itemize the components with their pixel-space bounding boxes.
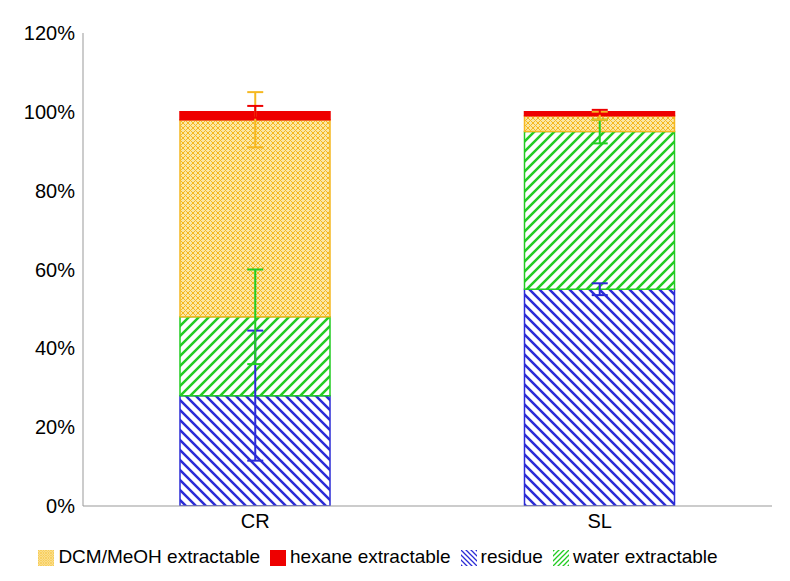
html-text:hexane extractable: hexane extractable — [290, 546, 451, 567]
html-text:water extractable: water extractable — [572, 546, 718, 567]
svg-text:60%: 60% — [35, 259, 75, 281]
svg-text:20%: 20% — [35, 416, 75, 438]
svg-text:40%: 40% — [35, 337, 75, 359]
svg-text:0%: 0% — [46, 495, 75, 517]
svg-text:SL: SL — [588, 510, 612, 532]
svg-text:100%: 100% — [24, 101, 75, 123]
html-text:residue: residue — [480, 546, 543, 567]
svg-text:80%: 80% — [35, 180, 75, 202]
svg-text:120%: 120% — [24, 22, 75, 44]
html-text:DCM/MeOH extractable: DCM/MeOH extractable — [58, 546, 260, 567]
svg-text:CR: CR — [241, 510, 270, 532]
